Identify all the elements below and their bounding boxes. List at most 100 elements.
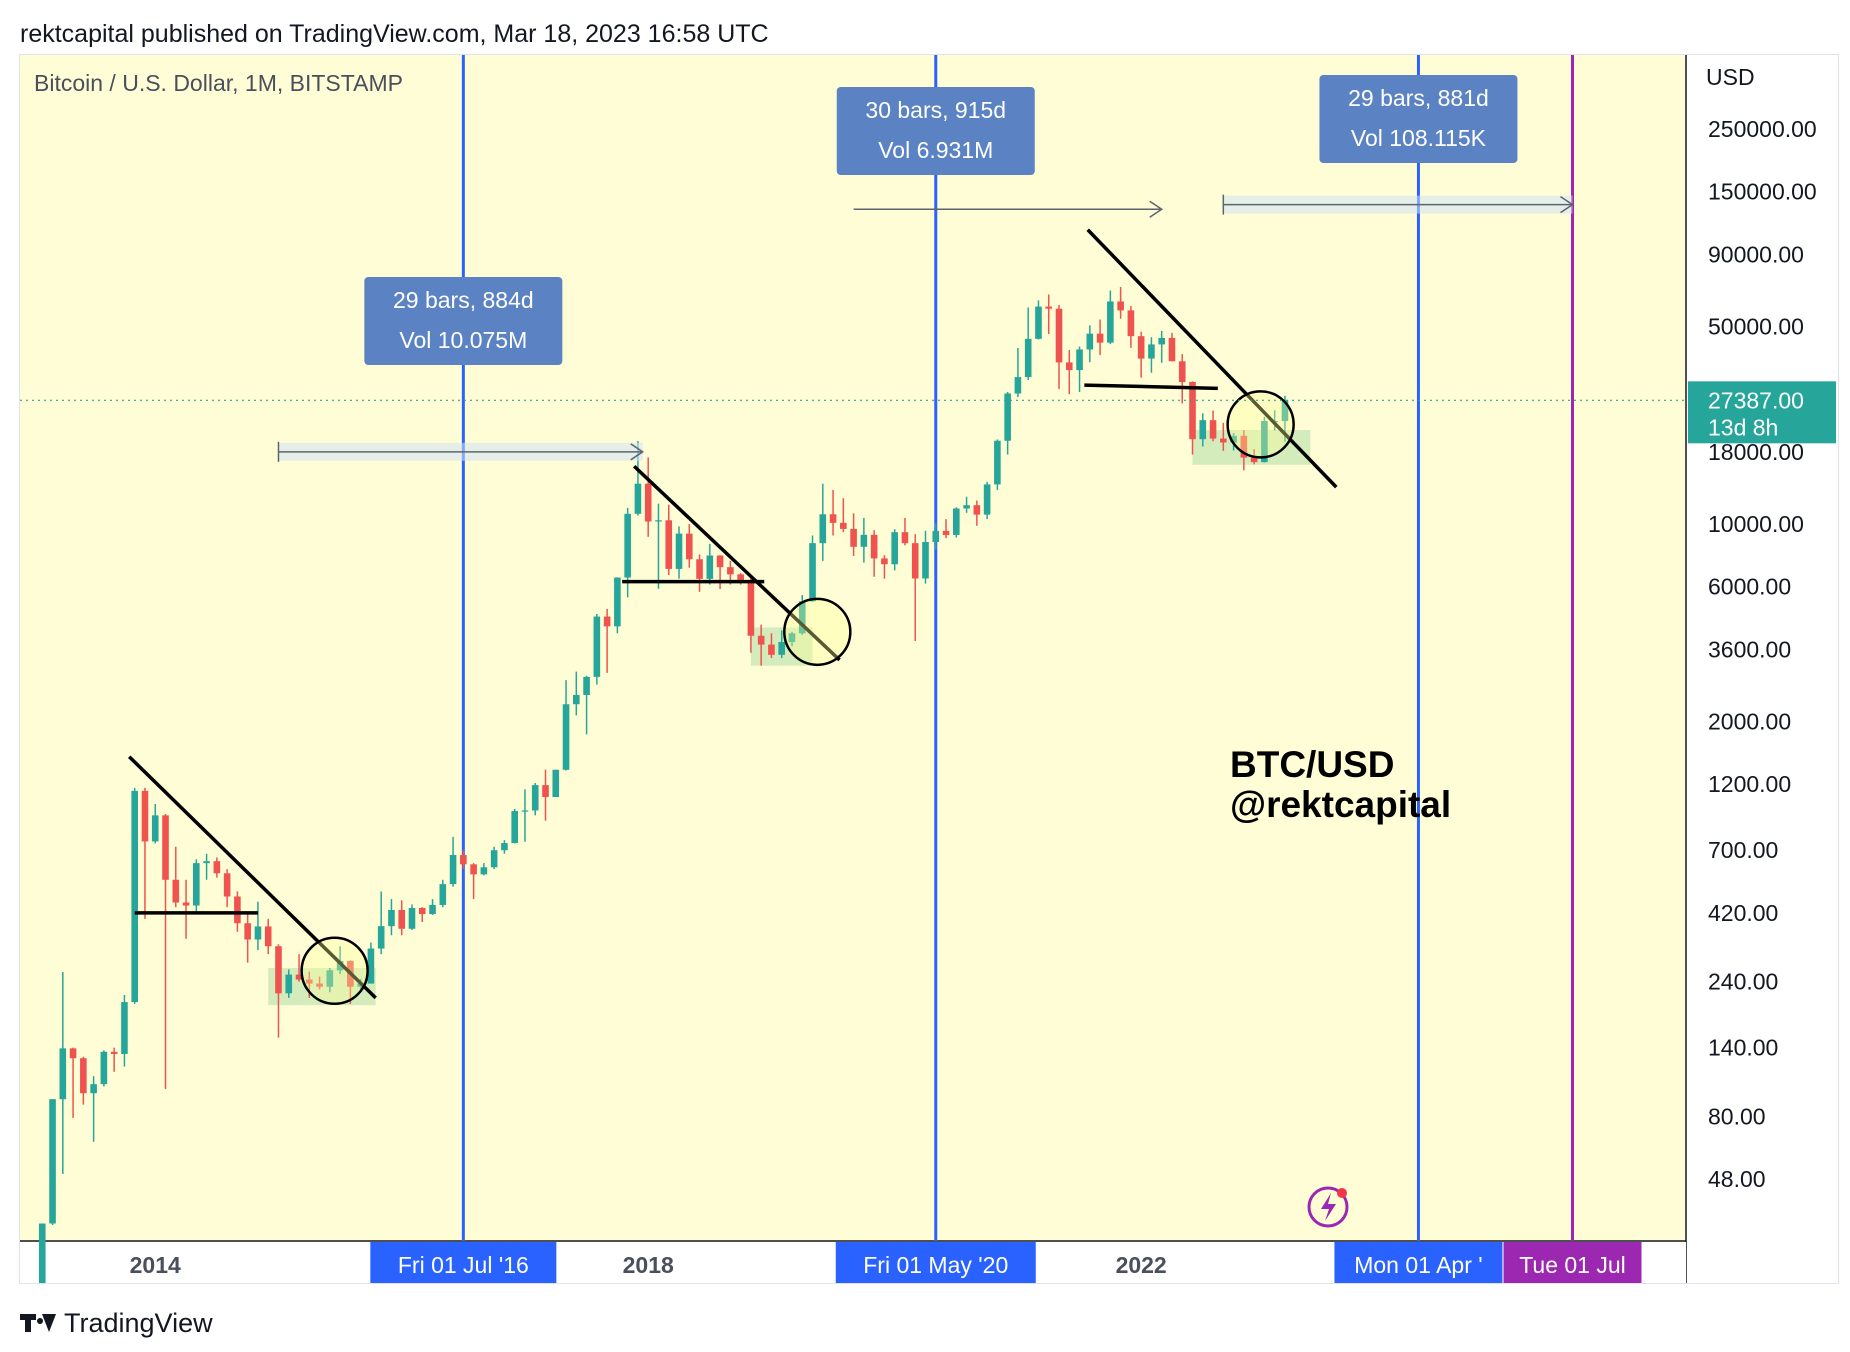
- candle: [244, 912, 251, 963]
- candle: [685, 524, 693, 568]
- downtrend-line: [1086, 228, 1338, 489]
- candle-body: [1137, 336, 1145, 359]
- candle: [398, 900, 406, 936]
- footer-brand: TradingView: [64, 1307, 213, 1338]
- candle: [542, 769, 549, 821]
- candle: [439, 879, 447, 908]
- candle-body: [747, 580, 755, 636]
- symbol-title: Bitcoin / U.S. Dollar, 1M, BITSTAMP: [34, 70, 403, 96]
- measure-box: [364, 277, 563, 365]
- candle-body: [244, 923, 251, 940]
- candle: [983, 481, 991, 520]
- downtrend-line: [632, 464, 841, 662]
- candle-body: [1107, 301, 1114, 343]
- candle-body: [901, 532, 909, 544]
- candle: [326, 967, 334, 993]
- candle: [891, 529, 898, 571]
- date-marker-label: Tue 01 Jul: [1503, 1242, 1642, 1283]
- candle-body: [223, 873, 231, 897]
- candle: [757, 624, 765, 666]
- candle-body: [840, 522, 847, 529]
- candle: [1107, 290, 1114, 345]
- candle-body: [1086, 333, 1094, 350]
- measure-volume-text: Vol 108.115K: [1351, 125, 1487, 151]
- candle-body: [593, 616, 601, 677]
- candle: [603, 608, 611, 673]
- candle: [1220, 422, 1227, 451]
- year-tick-label: 2018: [623, 1252, 674, 1278]
- candle: [573, 671, 580, 716]
- candle-body: [1189, 381, 1196, 440]
- candle-body: [665, 520, 673, 569]
- candle: [110, 1047, 118, 1072]
- candle: [1065, 349, 1073, 395]
- candle: [511, 808, 518, 844]
- candle: [850, 513, 857, 556]
- candle-body: [213, 861, 221, 874]
- candle: [552, 769, 560, 797]
- candle: [1035, 300, 1042, 340]
- candle-body: [768, 644, 775, 655]
- candle: [490, 846, 498, 870]
- candle-body: [737, 574, 744, 581]
- candle-body: [1168, 337, 1176, 362]
- date-marker-label: Mon 01 Apr ': [1334, 1242, 1503, 1283]
- lightning-icon: [1307, 1186, 1349, 1228]
- lightning-icon-ring: [1307, 1186, 1349, 1228]
- price-tick-label: 80.00: [1708, 1103, 1766, 1129]
- btcusd-log-chart[interactable]: 29 bars, 884d Vol 10.075M 30 bars, 915d Vol…: [20, 55, 1838, 1283]
- measure-label: 29 bars, 884d Vol 10.075M: [364, 277, 563, 365]
- candle-body: [388, 909, 395, 927]
- price-tick-label: 2000.00: [1708, 708, 1791, 734]
- candle-body: [141, 790, 149, 842]
- candle-body: [634, 483, 642, 514]
- price-tick-label: 240.00: [1708, 969, 1778, 995]
- candle: [665, 504, 673, 575]
- chart-background: [20, 55, 1838, 1283]
- arrow-head: [630, 443, 645, 461]
- candle: [1096, 319, 1104, 356]
- candle-body: [305, 979, 313, 984]
- candle: [429, 899, 436, 915]
- candle-body: [234, 896, 241, 924]
- candle-body: [264, 926, 272, 947]
- candle: [675, 526, 683, 579]
- candle: [644, 457, 652, 537]
- date-marker-box: [1334, 1242, 1503, 1283]
- candle: [942, 519, 950, 539]
- candle-body: [983, 484, 991, 515]
- candle-body: [1178, 361, 1186, 382]
- candle-body: [757, 635, 765, 645]
- candle: [285, 969, 293, 998]
- candle-body: [1250, 457, 1258, 463]
- candle: [367, 942, 375, 984]
- candle-body: [1096, 333, 1104, 343]
- price-tick-label: 150000.00: [1708, 179, 1817, 205]
- candle: [49, 1099, 56, 1225]
- candle-body: [1035, 306, 1042, 339]
- candle: [911, 534, 919, 642]
- price-axis-background: [1686, 55, 1838, 1283]
- candle-body: [80, 1058, 87, 1094]
- candle-body: [716, 555, 724, 568]
- candle-body: [573, 695, 580, 705]
- candle-body: [1055, 308, 1063, 363]
- candle-body: [1199, 420, 1207, 440]
- candle-body: [1209, 420, 1217, 439]
- tradingview-logo-icon: [20, 1312, 56, 1334]
- candle-body: [562, 704, 570, 770]
- candle-body: [69, 1048, 77, 1059]
- candle: [418, 907, 426, 922]
- chart-area[interactable]: 29 bars, 884d Vol 10.075M 30 bars, 915d Vol…: [19, 54, 1839, 1284]
- candle-body: [1240, 435, 1248, 458]
- measure-bars-text: 29 bars, 884d: [393, 287, 534, 313]
- current-price-countdown: 13d 8h: [1708, 414, 1778, 440]
- candle-body: [603, 616, 611, 627]
- candle: [172, 846, 180, 908]
- candle-body: [727, 567, 734, 575]
- candle: [388, 899, 395, 936]
- arrow-head: [1149, 200, 1164, 218]
- candle-body: [860, 534, 868, 547]
- candle: [531, 783, 539, 816]
- candle: [1168, 332, 1176, 362]
